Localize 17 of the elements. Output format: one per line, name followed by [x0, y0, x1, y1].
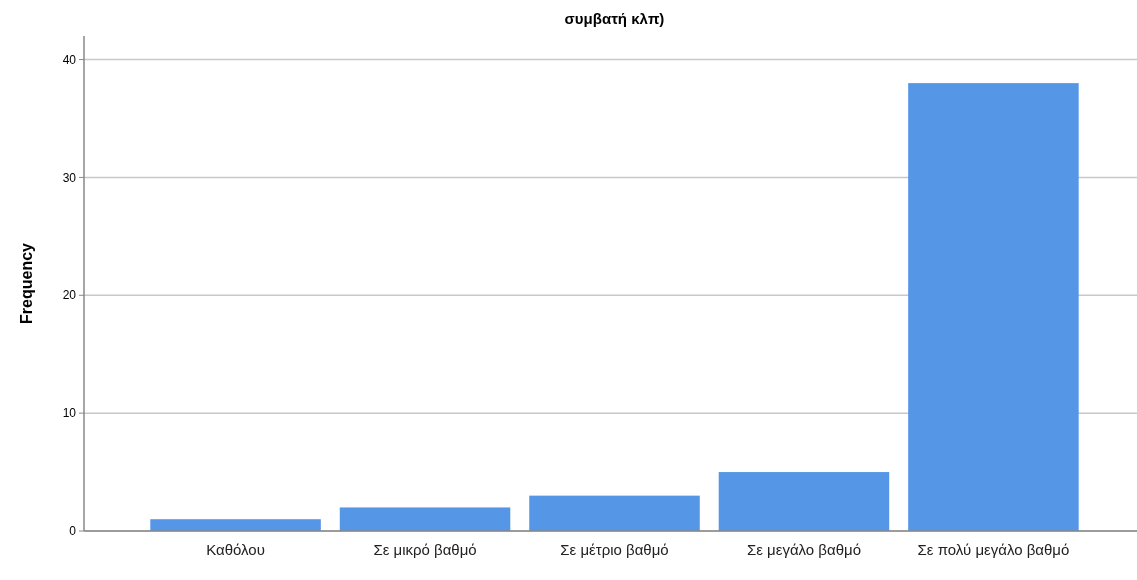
y-axis-title: Frequency: [18, 242, 35, 324]
bar: [718, 472, 890, 531]
bar: [529, 495, 700, 531]
y-tick-label: 30: [62, 170, 77, 185]
bar: [150, 519, 321, 531]
x-tick-label: Σε μέτριο βαθμό: [560, 541, 669, 558]
y-tick-label: 40: [62, 52, 77, 67]
bar: [908, 83, 1079, 531]
x-tick-label: Σε μεγάλο βαθμό: [746, 541, 861, 558]
x-tick-label: Σε πολύ μεγάλο βαθμό: [917, 541, 1070, 558]
y-tick-label: 20: [62, 288, 77, 303]
chart-title: συμβατή κλπ): [564, 10, 665, 27]
bar: [339, 507, 511, 531]
x-tick-label: Σε μικρό βαθμό: [373, 541, 477, 558]
y-tick-label: 0: [69, 524, 77, 539]
x-tick-label: Καθόλου: [206, 541, 265, 558]
y-tick-label: 10: [62, 406, 77, 421]
